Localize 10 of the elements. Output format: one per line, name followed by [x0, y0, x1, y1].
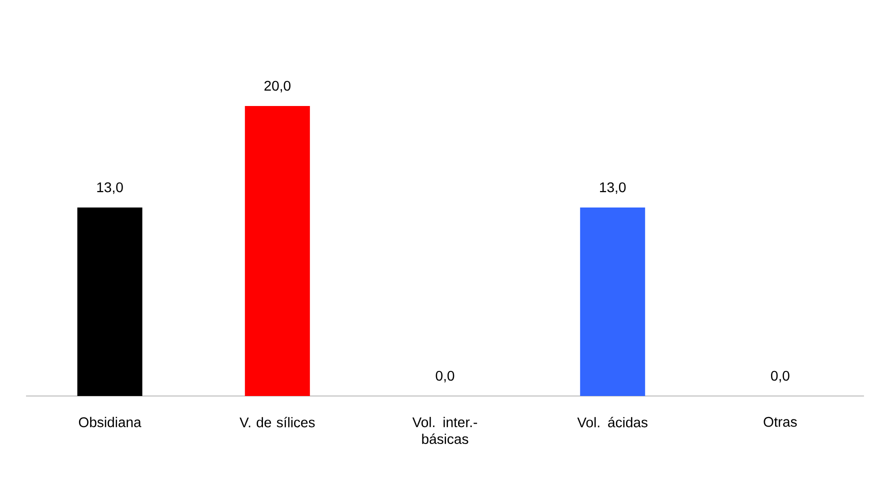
data-label: 0,0: [436, 370, 454, 382]
data-label: 13,0: [97, 182, 123, 194]
data-label: 0,0: [771, 370, 790, 382]
data-label: 13,0: [600, 182, 626, 194]
x-tick-label: Vol. ácidas: [577, 416, 648, 428]
x-tick-label: Obsidiana: [78, 416, 142, 428]
x-tick-label: Vol. inter.-básicas: [412, 416, 478, 444]
x-tick-label: Otras: [764, 416, 797, 427]
x-tick-label: V. de sílices: [240, 416, 315, 428]
data-label: 20,0: [264, 80, 290, 92]
